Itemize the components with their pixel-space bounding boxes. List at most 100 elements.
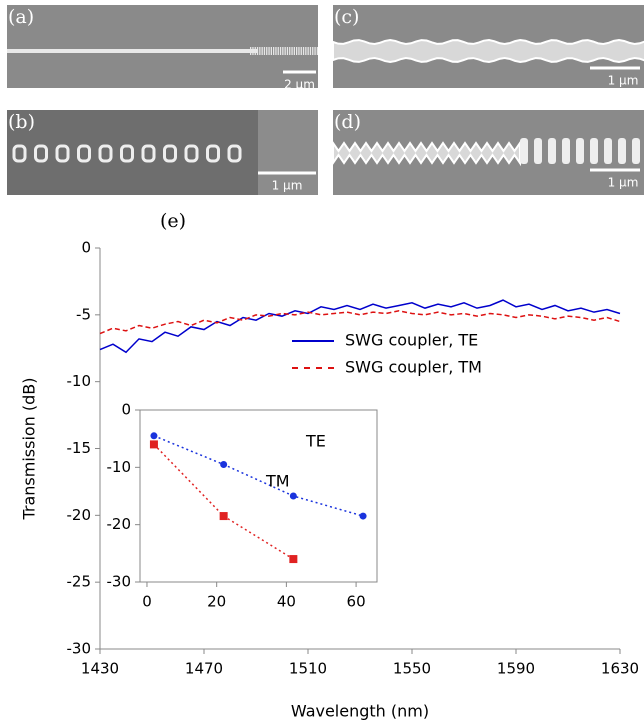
grating-tooth xyxy=(282,47,284,55)
swg-block xyxy=(55,144,70,163)
grating-tooth xyxy=(316,47,318,55)
y-tick-label: 0 xyxy=(121,401,131,419)
grating-tooth xyxy=(256,47,259,55)
grating-tooth xyxy=(263,47,266,55)
grating-tooth xyxy=(296,47,298,55)
sem-panel: (d) 1 μm xyxy=(332,110,644,195)
x-tick-label: 0 xyxy=(142,593,152,611)
scale-label: 1 μm xyxy=(608,74,639,88)
grating-tooth xyxy=(284,47,286,55)
annotation: TE xyxy=(305,432,326,451)
grating-tooth xyxy=(273,47,275,55)
swg-block xyxy=(12,144,27,163)
y-tick-label: -30 xyxy=(107,573,132,591)
data-point xyxy=(289,555,298,564)
panel-label: (e) xyxy=(160,210,186,232)
grating-tooth xyxy=(275,47,277,55)
annotation: TM xyxy=(265,472,290,491)
grating-tooth xyxy=(261,47,263,55)
y-tick-label: -10 xyxy=(67,372,92,390)
y-tick-label: -25 xyxy=(67,573,92,591)
swg-block xyxy=(141,144,156,163)
x-tick-label: 1550 xyxy=(393,660,431,678)
legend-label: SWG coupler, TE xyxy=(345,331,478,350)
x-tick-label: 1590 xyxy=(497,660,535,678)
grating-tooth xyxy=(268,47,270,55)
sem-panel: (c) 1 μm xyxy=(332,5,644,88)
grating-tooth xyxy=(289,47,291,55)
y-tick-label: 0 xyxy=(81,239,91,257)
y-tick-label: -5 xyxy=(76,305,91,323)
grating-tooth xyxy=(300,47,302,55)
data-point xyxy=(149,440,158,449)
swg-block xyxy=(632,138,640,164)
grating-tooth xyxy=(279,47,282,55)
x-tick-label: 1430 xyxy=(81,660,119,678)
swg-block xyxy=(163,144,177,163)
panel-label: (d) xyxy=(334,111,361,133)
inset-frame xyxy=(139,409,378,583)
grating-tooth xyxy=(312,47,314,55)
swg-block xyxy=(520,138,528,164)
data-point xyxy=(219,512,228,521)
x-axis-label: Wavelength (nm) xyxy=(291,702,429,721)
sem-background xyxy=(7,5,318,88)
grating-tooth xyxy=(293,47,295,55)
grating-tooth xyxy=(266,47,268,55)
x-tick-label: 1510 xyxy=(289,660,327,678)
y-tick-label: -10 xyxy=(107,458,132,476)
swg-block xyxy=(77,144,91,163)
y-tick-label: -20 xyxy=(67,506,92,524)
grating-tooth xyxy=(309,47,312,55)
series-line xyxy=(99,299,621,354)
data-point xyxy=(359,512,367,520)
grating-tooth xyxy=(314,47,316,55)
swg-block xyxy=(548,138,556,164)
wavy-strip xyxy=(332,139,521,167)
swg-block xyxy=(604,138,612,164)
grating-tooth xyxy=(252,47,254,55)
grating-tooth xyxy=(305,47,307,55)
panel-label: (b) xyxy=(8,111,35,133)
swg-block xyxy=(227,144,242,163)
data-point xyxy=(289,492,297,500)
swg-block xyxy=(34,144,48,163)
data-point xyxy=(220,460,228,468)
y-tick-label: -30 xyxy=(67,640,92,658)
grating-tooth xyxy=(270,47,272,55)
grating-tooth xyxy=(259,47,261,55)
swg-block xyxy=(534,138,542,164)
scale-label: 1 μm xyxy=(272,179,303,193)
x-tick-label: 40 xyxy=(277,593,296,611)
swg-block xyxy=(590,138,598,164)
y-tick-label: -20 xyxy=(107,515,132,533)
x-tick-label: 1630 xyxy=(601,660,639,678)
panel-label: (a) xyxy=(8,6,34,28)
data-point xyxy=(150,432,158,440)
swg-block xyxy=(120,144,134,163)
swg-block xyxy=(562,138,570,164)
swg-block xyxy=(576,138,584,164)
grating-tooth xyxy=(254,47,256,55)
sem-panel: (b) 1 μm xyxy=(7,110,318,195)
grating-tooth xyxy=(302,47,305,55)
swg-block xyxy=(184,144,199,163)
grating-tooth xyxy=(250,47,252,55)
x-tick-label: 20 xyxy=(207,593,226,611)
y-tick-label: -15 xyxy=(67,439,92,457)
grating-tooth xyxy=(286,47,289,55)
swg-block xyxy=(98,144,113,163)
scale-label: 1 μm xyxy=(608,176,639,190)
sem-panel: (a) 2 μm xyxy=(7,5,318,92)
y-axis-label: Transmission (dB) xyxy=(20,377,39,520)
panel-label: (c) xyxy=(334,6,359,28)
x-tick-label: 1470 xyxy=(185,660,223,678)
grating-tooth xyxy=(291,47,293,55)
grating-tooth xyxy=(277,47,279,55)
x-tick-label: 60 xyxy=(347,593,366,611)
series-line xyxy=(99,310,621,335)
swg-block xyxy=(206,144,220,163)
grating-tooth xyxy=(298,47,300,55)
scale-label: 2 μm xyxy=(284,78,315,92)
waveguide xyxy=(7,49,257,53)
